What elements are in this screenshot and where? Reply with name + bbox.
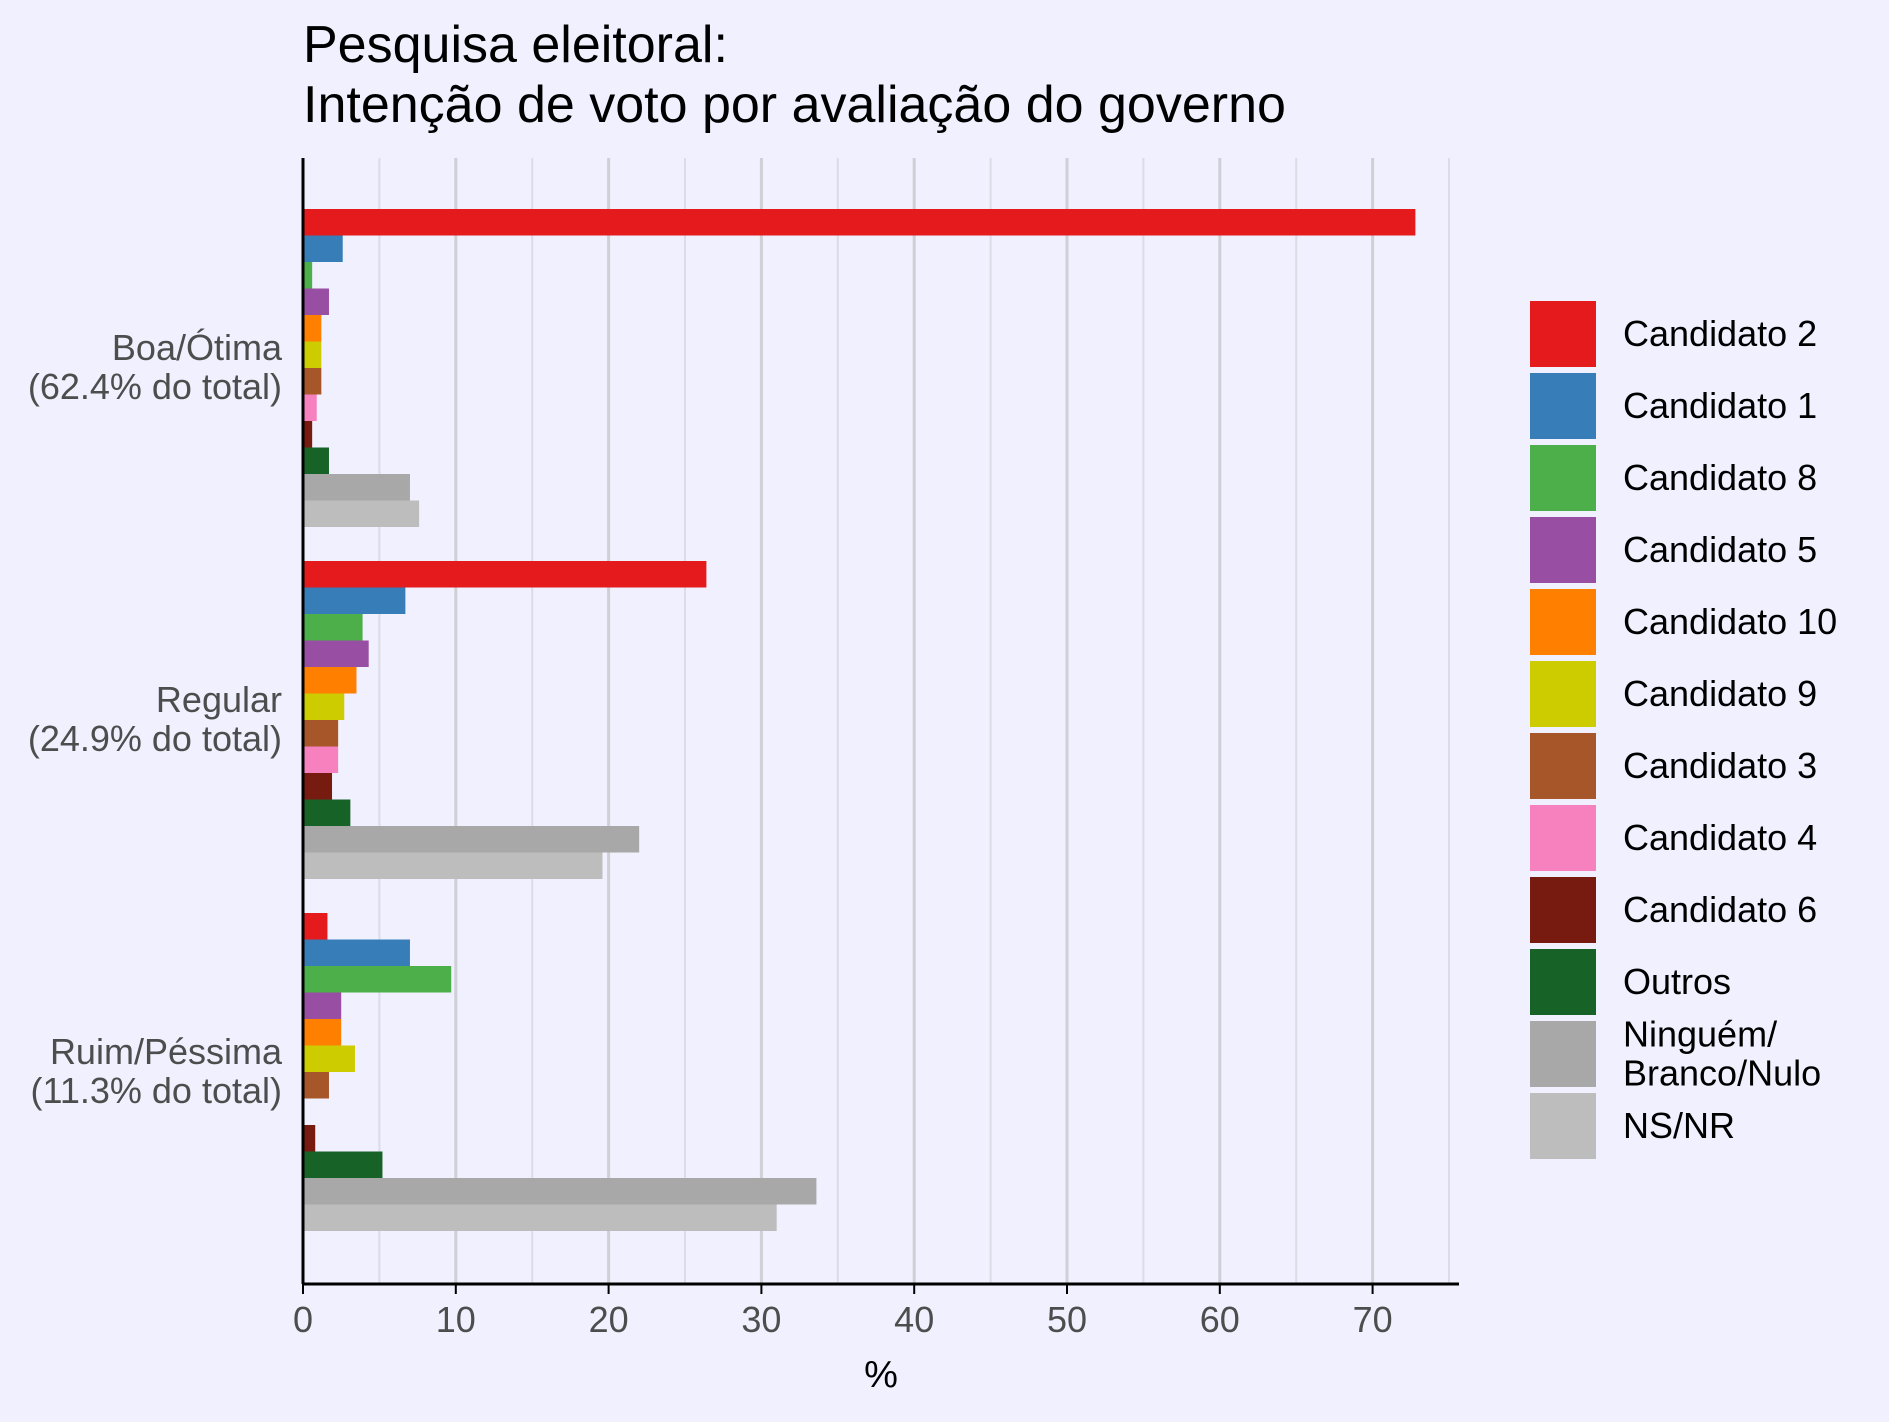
x-tick-label: 30	[741, 1299, 781, 1340]
legend-label: Candidato 3	[1623, 745, 1817, 786]
bar	[303, 500, 420, 527]
legend-swatch	[1530, 445, 1596, 511]
legend-swatch	[1530, 1093, 1596, 1159]
bar	[303, 1151, 383, 1178]
bar	[303, 992, 342, 1019]
bar	[303, 288, 329, 315]
bar	[303, 421, 313, 448]
bar	[303, 773, 333, 800]
bars	[303, 209, 1416, 1231]
x-tick-label: 50	[1047, 1299, 1087, 1340]
legend-label: Candidato 5	[1623, 529, 1817, 570]
legend-label: Candidato 9	[1623, 673, 1817, 714]
bar	[303, 852, 603, 879]
legend-swatch	[1530, 301, 1596, 367]
legend-swatch	[1530, 805, 1596, 871]
category-sublabel: (11.3% do total)	[31, 1070, 282, 1111]
legend-swatch	[1530, 661, 1596, 727]
legend-item: Candidato 2	[1530, 301, 1817, 367]
x-axis-label: %	[864, 1354, 898, 1396]
legend-item: Candidato 5	[1530, 517, 1817, 583]
legend-label: Candidato 6	[1623, 889, 1817, 930]
legend-swatch	[1530, 949, 1596, 1015]
x-tick-label: 10	[436, 1299, 476, 1340]
legend-label: Outros	[1623, 961, 1731, 1002]
legend-item: Candidato 9	[1530, 661, 1817, 727]
bar	[303, 746, 339, 773]
bar	[303, 447, 329, 474]
legend-item: Candidato 1	[1530, 373, 1817, 439]
legend-swatch	[1530, 517, 1596, 583]
legend-label: NS/NR	[1623, 1105, 1735, 1146]
axes	[301, 158, 1459, 1294]
category-label: Regular	[156, 679, 282, 720]
bar	[303, 341, 322, 368]
bar	[303, 614, 363, 641]
legend-label: Candidato 2	[1623, 313, 1817, 354]
bar	[303, 394, 317, 421]
bar	[303, 315, 322, 342]
category-sublabel: (62.4% do total)	[28, 366, 282, 407]
category-labels: Boa/Ótima(62.4% do total) Regular(24.9% d…	[28, 327, 283, 1111]
category-label: Boa/Ótima	[112, 327, 283, 368]
bar	[303, 1204, 777, 1231]
bar	[303, 474, 410, 501]
legend-item: Candidato 3	[1530, 733, 1817, 799]
bar	[303, 587, 406, 614]
chart-title-line-2: Intenção de voto por avaliação do govern…	[303, 76, 1286, 134]
legend-label: Candidato 10	[1623, 601, 1837, 642]
bar	[303, 368, 322, 395]
bar	[303, 1072, 329, 1099]
bar	[303, 262, 313, 289]
x-tick-label: 60	[1200, 1299, 1240, 1340]
legend-label: Candidato 4	[1623, 817, 1817, 858]
x-tick-label: 40	[894, 1299, 934, 1340]
bar	[303, 1045, 355, 1072]
bar	[303, 693, 345, 720]
chart-title-line-1: Pesquisa eleitoral:	[303, 16, 728, 74]
category-label: Ruim/Péssima	[50, 1031, 283, 1072]
bar	[303, 720, 339, 747]
bar	[303, 1019, 342, 1046]
x-tick-label: 70	[1353, 1299, 1393, 1340]
legend-label: Candidato 1	[1623, 385, 1817, 426]
category-sublabel: (24.9% do total)	[28, 718, 282, 759]
bar	[303, 235, 343, 262]
bar	[303, 826, 640, 853]
bar	[303, 667, 357, 694]
legend-item: Outros	[1530, 949, 1731, 1015]
legend-swatch	[1530, 733, 1596, 799]
bar	[303, 1178, 817, 1205]
bar	[303, 209, 1416, 236]
x-tick-labels: 0 10 20 30 40 50 60 70	[293, 1299, 1393, 1340]
bar	[303, 966, 452, 993]
bar	[303, 913, 328, 940]
legend-item: Candidato 6	[1530, 877, 1817, 943]
legend-item: Ninguém/Branco/Nulo	[1530, 1014, 1821, 1094]
legend-item: NS/NR	[1530, 1093, 1735, 1159]
bar	[303, 939, 410, 966]
legend-item: Candidato 8	[1530, 445, 1817, 511]
legend-swatch	[1530, 877, 1596, 943]
bar	[303, 1125, 316, 1152]
legend-swatch	[1530, 373, 1596, 439]
x-tick-label: 0	[293, 1299, 313, 1340]
bar	[303, 799, 351, 826]
legend-swatch	[1530, 1021, 1596, 1087]
legend-swatch	[1530, 589, 1596, 655]
x-tick-label: 20	[589, 1299, 629, 1340]
bar	[303, 561, 707, 588]
bar	[303, 640, 369, 667]
legend-label: Candidato 8	[1623, 457, 1817, 498]
legend-item: Candidato 4	[1530, 805, 1817, 871]
legend-label: Ninguém/Branco/Nulo	[1623, 1014, 1821, 1094]
legend-item: Candidato 10	[1530, 589, 1837, 655]
grid-lines	[378, 158, 1450, 1284]
legend: Candidato 2 Candidato 1 Candidato 8 Candida…	[1530, 301, 1837, 1159]
